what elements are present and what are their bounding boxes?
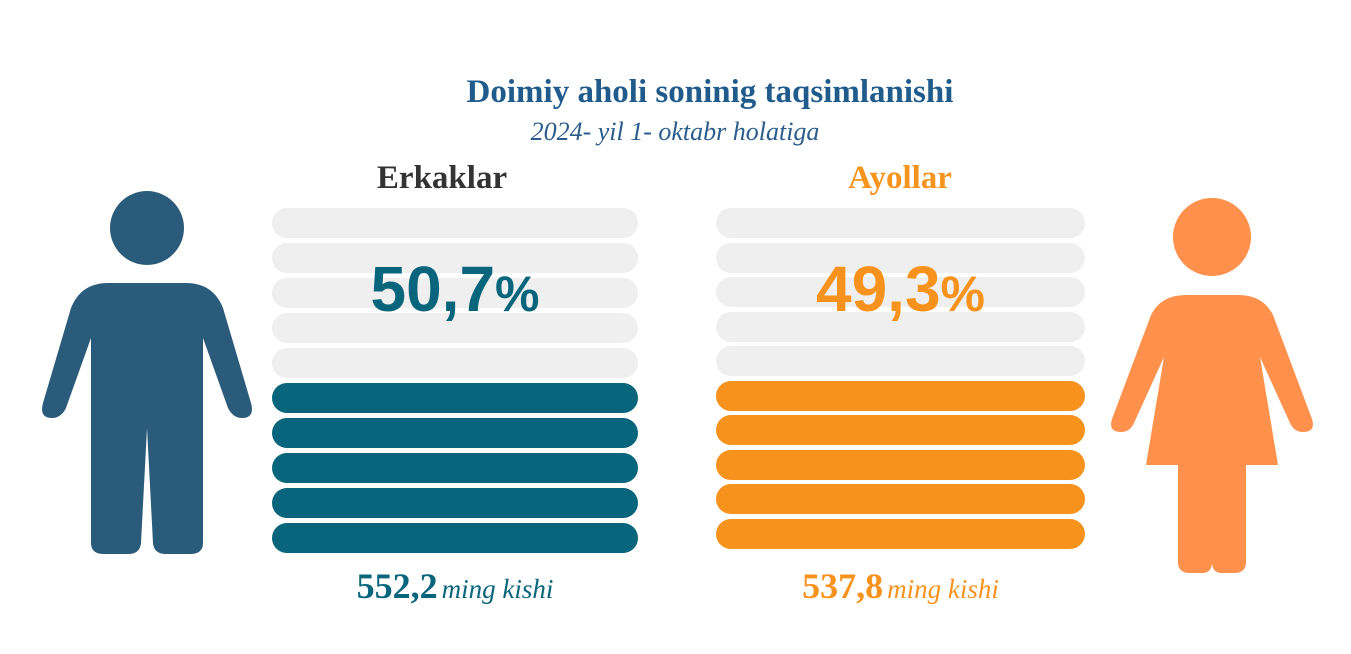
women-count-unit: ming kishi (887, 574, 999, 604)
men-percentage-bar (272, 208, 638, 553)
women-bar-stripe (716, 519, 1085, 549)
men-bar-stripe (272, 278, 638, 308)
women-label: Ayollar (848, 160, 952, 196)
men-bar-stripe (272, 453, 638, 484)
chart-subtitle: 2024- yil 1- oktabr holatiga (530, 117, 820, 146)
women-percent-number: 49,3 (815, 253, 941, 325)
women-percent-value: 49,3% (716, 252, 1085, 326)
men-percent-sign: % (495, 266, 540, 322)
women-bar-fill (716, 380, 1085, 549)
women-percentage-bar (716, 208, 1085, 549)
men-bar-stripe (272, 208, 638, 238)
women-bar-stripe (716, 415, 1085, 446)
men-bar-stripe (272, 313, 638, 343)
woman-icon (1111, 198, 1313, 573)
men-count: 552,2 ming kishi (272, 565, 638, 607)
men-bar-stripe (272, 418, 638, 449)
women-bar-stripe (716, 242, 1085, 273)
men-bar-stripe (272, 488, 638, 519)
men-bar-stripe (272, 383, 638, 414)
men-percent-value: 50,7% (272, 252, 638, 326)
men-bar-fill (272, 378, 638, 553)
women-bar-stripe (716, 484, 1085, 515)
men-percent-number: 50,7 (370, 253, 496, 325)
women-bar-stripe (716, 380, 1085, 411)
women-bar-stripe (716, 449, 1085, 480)
men-bar-stripe (272, 243, 638, 273)
men-bar-stripe (272, 523, 638, 553)
men-count-value: 552,2 (356, 566, 438, 606)
women-bar-stripe (716, 208, 1085, 238)
women-percent-sign: % (940, 266, 986, 322)
men-label: Erkaklar (376, 160, 508, 196)
women-bar-stripe (716, 277, 1085, 308)
man-icon (42, 191, 252, 554)
men-bar-stripe (272, 348, 638, 378)
women-bar-stripe (716, 311, 1085, 342)
chart-title: Doimiy aholi soninig taqsimlanishi (466, 74, 954, 110)
women-count-value: 537,8 (802, 566, 884, 606)
women-count: 537,8 ming kishi (716, 565, 1085, 607)
women-bar-stripe (716, 346, 1085, 377)
men-count-unit: ming kishi (441, 574, 554, 604)
